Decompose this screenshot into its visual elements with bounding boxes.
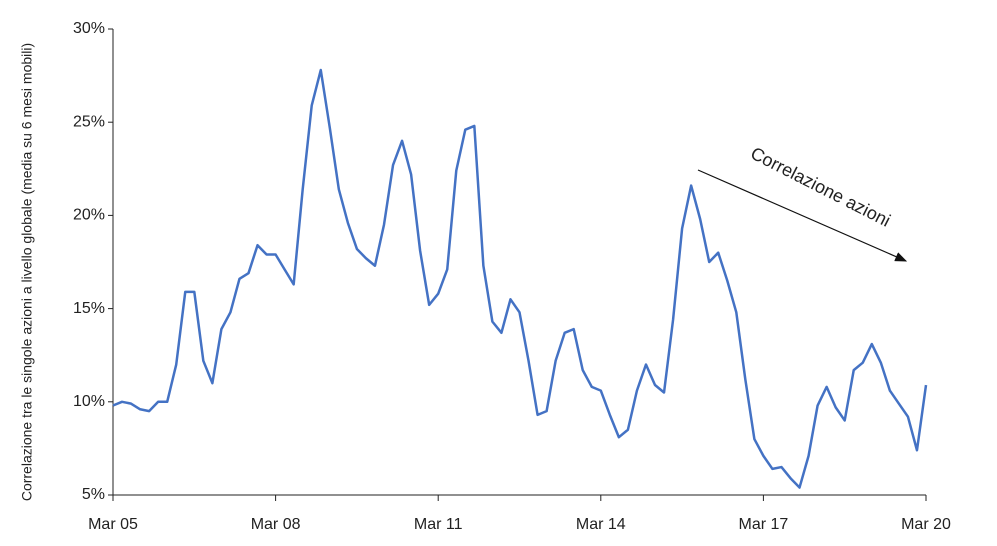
x-tick-label: Mar 17 — [739, 516, 789, 533]
x-tick-label: Mar 14 — [576, 516, 626, 533]
y-tick-label: 5% — [82, 486, 105, 503]
annotation-arrow — [697, 169, 908, 262]
y-tick-label: 30% — [73, 20, 105, 37]
x-tick-label: Mar 20 — [901, 516, 951, 533]
y-tick-label: 15% — [73, 300, 105, 317]
x-tick-label: Mar 11 — [414, 516, 463, 533]
y-tick-label: 20% — [73, 207, 105, 224]
x-tick-label: Mar 05 — [88, 516, 138, 533]
y-axis-label: Correlazione tra le singole azioni a liv… — [19, 43, 35, 501]
annotation: Correlazione azioni — [747, 143, 893, 231]
y-tick-label: 10% — [73, 393, 105, 410]
data-line — [112, 68, 928, 489]
x-tick-label: Mar 08 — [251, 516, 301, 533]
y-tick-label: 25% — [73, 113, 105, 130]
